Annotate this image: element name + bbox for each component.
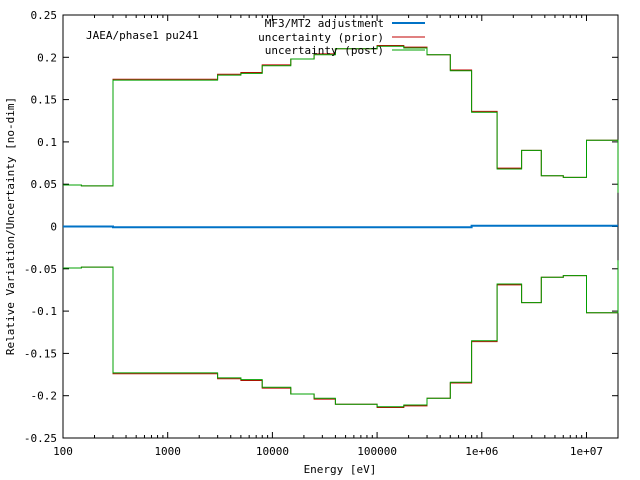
series-line-uncertainty-post <box>63 45 619 193</box>
series-line-uncertainty-prior-negative <box>63 266 618 408</box>
x-tick-label: 1e+07 <box>570 445 603 458</box>
y-tick-label: 0.05 <box>31 178 58 191</box>
legend-label: uncertainty (prior) <box>258 31 384 44</box>
y-tick-label: -0.15 <box>24 347 57 360</box>
x-tick-label: 1e+06 <box>465 445 498 458</box>
series-line-mf3-mt2-adjustment <box>63 224 618 229</box>
x-tick-label: 1000 <box>154 445 181 458</box>
y-tick-label: 0.25 <box>31 9 58 22</box>
x-axis-label: Energy [eV] <box>304 463 377 476</box>
x-tick-label: 100 <box>53 445 73 458</box>
legend-label: MF3/MT2 adjustment <box>265 17 384 30</box>
y-tick-label: 0.15 <box>31 94 58 107</box>
x-tick-label: 10000 <box>256 445 289 458</box>
y-tick-label: 0 <box>50 221 57 234</box>
y-tick-label: -0.05 <box>24 263 57 276</box>
series-line-uncertainty-post-negative <box>63 260 619 408</box>
y-tick-label: -0.1 <box>31 305 58 318</box>
y-axis-label: Relative Variation/Uncertainty [no-dim] <box>4 97 17 355</box>
series-line-uncertainty-prior <box>63 45 618 187</box>
legend-label: uncertainty (post) <box>265 44 384 57</box>
y-tick-label: 0.2 <box>37 51 57 64</box>
y-tick-label: 0.1 <box>37 136 57 149</box>
chart-annotation: JAEA/phase1 pu241 <box>86 29 199 42</box>
y-tick-label: -0.25 <box>24 432 57 445</box>
y-tick-label: -0.2 <box>31 390 58 403</box>
x-tick-label: 100000 <box>357 445 397 458</box>
